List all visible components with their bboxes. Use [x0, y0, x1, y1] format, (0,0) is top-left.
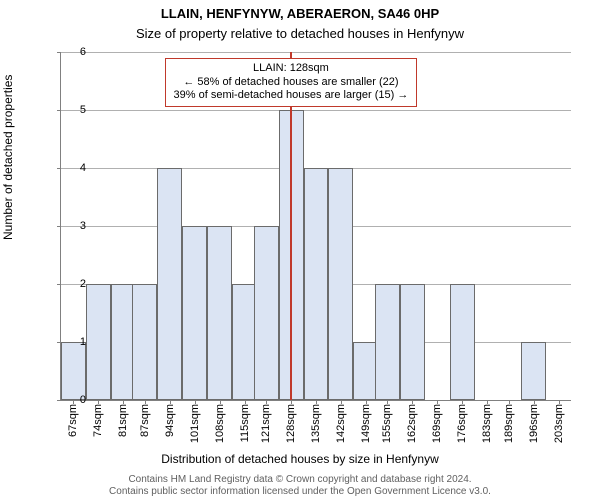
ytick-label: 1 [80, 336, 86, 348]
annotation-line: ← 58% of detached houses are smaller (22… [174, 76, 409, 90]
histogram-bar [61, 342, 86, 400]
xtick-label: 121sqm [260, 404, 272, 443]
xtick-label: 87sqm [139, 404, 151, 437]
xtick-label: 183sqm [481, 404, 493, 443]
ytick-label: 0 [80, 394, 86, 406]
xtick-label: 81sqm [117, 404, 129, 437]
ytick-mark [57, 168, 61, 169]
chart-container: { "chart": { "type": "histogram", "title… [0, 0, 600, 500]
ytick-mark [57, 226, 61, 227]
histogram-bar [375, 284, 400, 400]
xtick-label: 94sqm [164, 404, 176, 437]
x-axis-label: Distribution of detached houses by size … [0, 452, 600, 466]
xtick-label: 128sqm [285, 404, 297, 443]
y-axis-label: Number of detached properties [1, 75, 15, 240]
ytick-mark [57, 284, 61, 285]
histogram-bar [328, 168, 353, 400]
xtick-label: 162sqm [406, 404, 418, 443]
xtick-label: 115sqm [239, 404, 251, 442]
ytick-mark [57, 52, 61, 53]
ytick-mark [57, 110, 61, 111]
histogram-bar [207, 226, 232, 400]
histogram-bar [304, 168, 329, 400]
xtick-label: 74sqm [92, 404, 104, 437]
xtick-label: 203sqm [553, 404, 565, 443]
histogram-bar [182, 226, 207, 400]
xtick-label: 135sqm [310, 404, 322, 443]
ytick-label: 6 [80, 46, 86, 58]
gridline [61, 52, 571, 53]
xtick-label: 101sqm [189, 404, 201, 443]
ytick-label: 3 [80, 220, 86, 232]
xtick-label: 196sqm [528, 404, 540, 443]
annotation-line: 39% of semi-detached houses are larger (… [174, 89, 409, 103]
xtick-label: 155sqm [381, 404, 393, 443]
histogram-bar [132, 284, 157, 400]
xtick-label: 108sqm [214, 404, 226, 443]
ytick-mark [57, 400, 61, 401]
chart-footer: Contains HM Land Registry data © Crown c… [0, 474, 600, 497]
xtick-label: 67sqm [67, 404, 79, 437]
histogram-bar [521, 342, 546, 400]
gridline [61, 110, 571, 111]
xtick-label: 189sqm [503, 404, 515, 443]
annotation-box: LLAIN: 128sqm← 58% of detached houses ar… [165, 58, 418, 107]
footer-line2: Contains public sector information licen… [0, 486, 600, 498]
histogram-bar [157, 168, 182, 400]
footer-line1: Contains HM Land Registry data © Crown c… [0, 474, 600, 486]
histogram-bar [450, 284, 475, 400]
annotation-line: LLAIN: 128sqm [174, 62, 409, 76]
xtick-label: 176sqm [456, 404, 468, 443]
chart-title-line1: LLAIN, HENFYNYW, ABERAERON, SA46 0HP [0, 6, 600, 21]
xtick-label: 142sqm [335, 404, 347, 443]
xtick-label: 149sqm [360, 404, 372, 443]
xtick-label: 169sqm [431, 404, 443, 443]
plot-area: 67sqm74sqm81sqm87sqm94sqm101sqm108sqm115… [60, 52, 571, 401]
ytick-label: 5 [80, 104, 86, 116]
histogram-bar [254, 226, 279, 400]
ytick-label: 2 [80, 278, 86, 290]
histogram-bar [400, 284, 425, 400]
histogram-bar [86, 284, 111, 400]
ytick-label: 4 [80, 162, 86, 174]
chart-title-line2: Size of property relative to detached ho… [0, 26, 600, 41]
